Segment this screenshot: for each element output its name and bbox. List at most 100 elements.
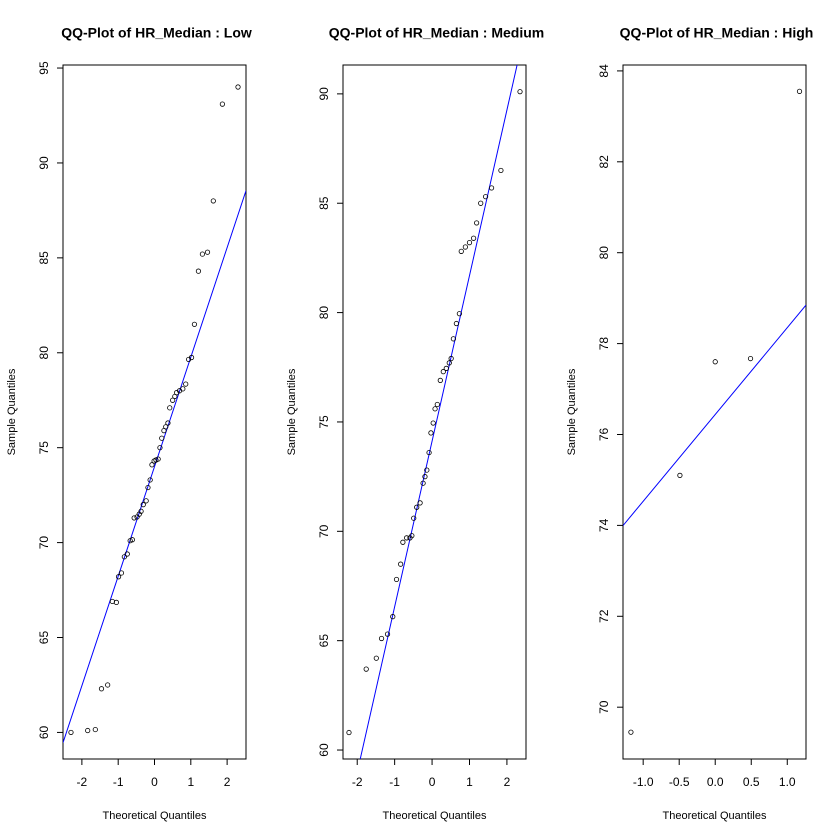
x-tick-label: 2 (224, 775, 231, 789)
point (165, 420, 171, 426)
chart-title: QQ-Plot of HR_Median : Low (61, 25, 252, 41)
point (219, 101, 225, 107)
y-tick-label: 80 (597, 246, 611, 260)
point (138, 508, 144, 514)
point (346, 729, 352, 736)
point (204, 249, 211, 255)
point (163, 424, 169, 430)
point (432, 406, 438, 412)
point (140, 502, 146, 508)
x-axis-label: Theoretical Quantiles (383, 810, 487, 822)
point (414, 504, 420, 510)
y-axis-label: Sample Quantiles (566, 368, 578, 455)
point (420, 480, 426, 486)
point (113, 599, 119, 605)
x-axis-label: Theoretical Quantiles (103, 810, 207, 822)
point (796, 88, 803, 94)
y-tick-label: 75 (37, 441, 51, 455)
point (422, 474, 428, 480)
x-tick-label: -1 (389, 775, 400, 789)
x-tick-label: 0.5 (743, 775, 760, 789)
point (378, 635, 385, 642)
point (482, 194, 489, 200)
x-tick-label: -1 (113, 775, 124, 789)
point (373, 655, 379, 661)
point (147, 477, 153, 483)
x-tick-label: -2 (352, 775, 363, 789)
x-tick-label: 0.0 (707, 775, 724, 789)
x-tick-label: 1 (187, 775, 194, 789)
chart-title: QQ-Plot of HR_Median : Medium (329, 25, 544, 41)
point (390, 614, 396, 620)
y-tick-label: 75 (317, 415, 331, 429)
y-axis-label: Sample Quantiles (6, 368, 18, 455)
point (466, 240, 473, 246)
x-tick-label: -1.0 (633, 775, 654, 789)
y-tick-label: 70 (597, 700, 611, 714)
point (157, 445, 163, 451)
point (443, 365, 449, 371)
point (428, 430, 434, 436)
point (98, 686, 105, 692)
point (115, 574, 122, 580)
point (143, 498, 149, 504)
point (462, 244, 468, 250)
y-tick-label: 76 (597, 428, 611, 442)
y-tick-label: 70 (37, 536, 51, 550)
point (712, 359, 718, 365)
y-tick-label: 78 (597, 337, 611, 351)
point (188, 354, 195, 361)
y-tick-label: 74 (597, 518, 611, 532)
y-tick-label: 72 (597, 609, 611, 623)
point (677, 472, 683, 479)
y-tick-label: 80 (317, 306, 331, 320)
point (155, 456, 161, 462)
x-tick-label: -0.5 (669, 775, 690, 789)
point (400, 539, 406, 545)
point (384, 631, 391, 637)
chart-title: QQ-Plot of HR_Median : High (620, 25, 814, 41)
y-tick-label: 84 (597, 64, 611, 78)
point (404, 535, 410, 541)
point (180, 386, 186, 392)
plot-frame (622, 64, 807, 760)
y-tick-label: 85 (317, 196, 331, 210)
panel: QQ-Plot of HR_Median : Low -2 -1 0 1 2 60 65 70 7… (6, 25, 252, 822)
x-tick-label: 2 (504, 775, 511, 789)
qq-line (359, 65, 518, 759)
x-tick-label: 1.0 (779, 775, 796, 789)
point (105, 682, 111, 688)
point (170, 397, 176, 403)
point (167, 405, 173, 411)
point (92, 726, 98, 733)
point (195, 268, 202, 274)
y-tick-label: 85 (37, 251, 51, 265)
x-tick-label: 0 (429, 775, 436, 789)
point (450, 336, 456, 342)
point (411, 515, 417, 521)
y-tick-label: 90 (317, 87, 331, 101)
point (159, 435, 165, 441)
point (498, 167, 504, 174)
qq-line (623, 304, 806, 526)
point (747, 355, 754, 362)
point (145, 484, 151, 491)
point (424, 467, 430, 473)
panel: QQ-Plot of HR_Median : Medium -2 -1 0 1 2 60 65… (286, 25, 544, 822)
point (131, 515, 137, 521)
point (118, 570, 125, 576)
point (456, 311, 462, 317)
point (458, 248, 464, 254)
y-tick-label: 65 (37, 631, 51, 645)
y-tick-label: 60 (37, 725, 51, 739)
point (474, 220, 480, 226)
point (393, 576, 400, 583)
point (434, 401, 440, 408)
point (417, 500, 423, 506)
point (183, 381, 189, 387)
plot-frame (62, 64, 247, 760)
point (124, 551, 130, 557)
point (210, 198, 216, 204)
point (448, 355, 454, 362)
point (440, 369, 446, 375)
